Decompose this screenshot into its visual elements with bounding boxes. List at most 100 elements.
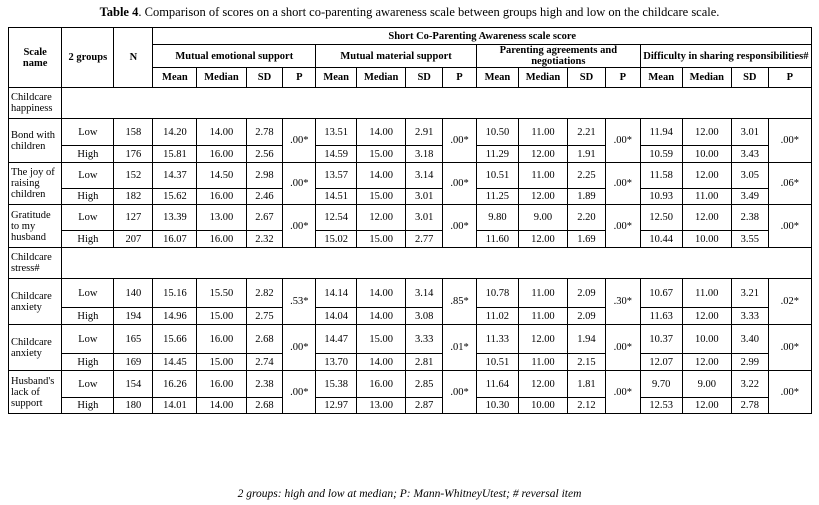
table-caption-text: . Comparison of scores on a short co-par…: [138, 5, 720, 19]
sd-value: 2.78: [730, 397, 769, 414]
median-value: 10.00: [517, 397, 569, 414]
header-sub-mean: Mean: [475, 67, 519, 88]
header-sub-sd: SD: [245, 67, 284, 88]
mean-value: 16.26: [152, 370, 198, 398]
median-value: 12.00: [517, 370, 569, 398]
table-row: High 169 14.45 15.00 2.74 13.70 14.00 2.81 10.51…: [9, 353, 812, 371]
median-value: 11.00: [681, 188, 732, 205]
group-label: Low: [61, 278, 115, 308]
sd-value: 2.82: [245, 278, 284, 308]
mean-value: 15.62: [152, 188, 198, 205]
median-value: 12.00: [517, 188, 569, 205]
sd-value: 2.15: [567, 353, 606, 371]
n-value: 165: [113, 324, 154, 354]
p-value: .00*: [442, 370, 477, 414]
header-domain-3: Difficulty in sharing responsibilities#: [639, 44, 813, 68]
header-sub-mean: Mean: [152, 67, 198, 88]
mean-value: 11.60: [475, 230, 519, 248]
header-sub-p: P: [442, 67, 477, 88]
mean-value: 10.37: [639, 324, 683, 354]
mean-value: 14.45: [152, 353, 198, 371]
median-value: 12.00: [681, 307, 732, 325]
p-value: .00*: [767, 204, 813, 248]
sd-value: 3.33: [405, 324, 444, 354]
median-value: 16.00: [196, 145, 247, 163]
mean-value: 12.50: [639, 204, 683, 231]
mean-value: 15.02: [315, 230, 358, 248]
mean-value: 16.07: [152, 230, 198, 248]
table-row: Bond with children Low 158 14.20 14.00 2.78.0…: [7, 118, 813, 163]
sd-value: 3.01: [730, 118, 769, 146]
sd-value: 2.25: [567, 162, 606, 189]
sd-value: 3.14: [405, 162, 444, 189]
mean-value: 12.97: [315, 397, 358, 414]
median-value: 16.00: [196, 230, 247, 248]
p-value: .00*: [442, 204, 477, 248]
mean-value: 11.58: [639, 162, 683, 189]
sd-value: 2.74: [245, 353, 284, 371]
header-sub-sd: SD: [405, 67, 444, 88]
scale-name: Bond with children: [7, 118, 63, 163]
sd-value: 2.32: [245, 230, 284, 248]
table-footnote: 2 groups: high and low at median; P: Man…: [237, 488, 582, 500]
sd-value: 1.91: [567, 145, 606, 163]
sd-value: 2.99: [730, 353, 769, 371]
n-value: 152: [113, 162, 154, 189]
n-value: 154: [113, 370, 154, 398]
mean-value: 13.57: [315, 162, 358, 189]
median-value: 11.00: [517, 353, 569, 371]
median-value: 15.00: [196, 353, 247, 371]
median-value: 11.00: [681, 278, 732, 308]
section-blank: [61, 247, 812, 279]
sd-value: 3.08: [405, 307, 444, 325]
mean-value: 14.51: [315, 188, 358, 205]
median-value: 15.00: [356, 230, 407, 248]
mean-value: 11.64: [475, 370, 519, 398]
sd-value: 2.81: [405, 353, 444, 371]
p-value: .00*: [282, 324, 317, 371]
header-sub-sd: SD: [730, 67, 769, 88]
median-value: 15.50: [196, 278, 247, 308]
sd-value: 2.38: [245, 370, 284, 398]
table-row: High 207 16.07 16.00 2.32 15.02 15.00 2.77 11.60…: [9, 230, 812, 248]
sd-value: 2.56: [245, 145, 284, 163]
p-value: .00*: [767, 370, 813, 414]
n-value: 158: [113, 118, 154, 146]
sd-value: 3.22: [730, 370, 769, 398]
mean-value: 11.29: [475, 145, 519, 163]
mean-value: 10.78: [475, 278, 519, 308]
median-value: 14.00: [356, 162, 407, 189]
sd-value: 2.12: [567, 397, 606, 414]
table-row: High 194 14.96 15.00 2.75 14.04 14.00 3.08 11.02…: [9, 307, 812, 325]
mean-value: 10.67: [639, 278, 683, 308]
sd-value: 2.21: [567, 118, 606, 146]
p-value: .00*: [604, 324, 641, 371]
sd-value: 3.33: [730, 307, 769, 325]
median-value: 16.00: [196, 324, 247, 354]
p-value: .85*: [442, 278, 477, 325]
median-value: 10.00: [681, 145, 732, 163]
mean-value: 11.94: [639, 118, 683, 146]
p-value: .01*: [442, 324, 477, 371]
mean-value: 10.93: [639, 188, 683, 205]
group-label: Low: [61, 370, 115, 398]
header-n: N: [113, 27, 154, 88]
sd-value: 2.75: [245, 307, 284, 325]
mean-value: 13.39: [152, 204, 198, 231]
header-sub-sd: SD: [567, 67, 606, 88]
median-value: 9.00: [681, 370, 732, 398]
median-value: 12.00: [681, 162, 732, 189]
mean-value: 10.30: [475, 397, 519, 414]
table-row: Childcare anxiety Low 140 15.16 15.50 2.82.53…: [7, 278, 813, 325]
median-value: 14.00: [356, 353, 407, 371]
mean-value: 14.01: [152, 397, 198, 414]
sd-value: 2.68: [245, 324, 284, 354]
group-label: Low: [61, 204, 115, 231]
sd-value: 3.43: [730, 145, 769, 163]
median-value: 15.00: [196, 307, 247, 325]
median-value: 14.00: [356, 307, 407, 325]
sd-value: 1.81: [567, 370, 606, 398]
mean-value: 10.51: [475, 353, 519, 371]
table-row: The joy of raising children Low 152 14.37 14…: [7, 162, 813, 205]
header-sub-mean: Mean: [315, 67, 358, 88]
